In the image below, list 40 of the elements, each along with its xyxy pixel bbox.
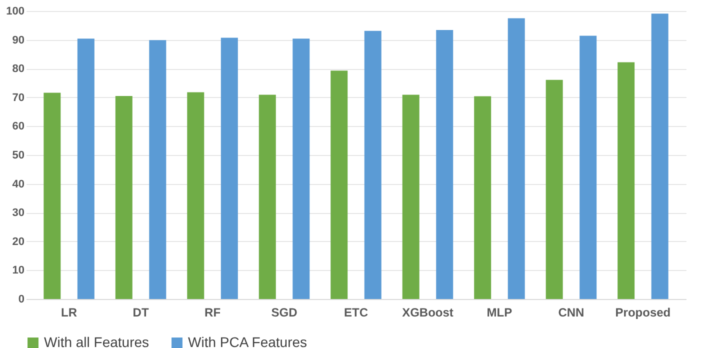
x-tick-label: CNN (558, 306, 584, 320)
bar (546, 80, 563, 299)
bar (115, 96, 132, 299)
x-tick-label: Proposed (615, 306, 671, 320)
y-tick-label: 0 (18, 294, 24, 306)
bar (44, 92, 61, 299)
legend-label: With PCA Features (188, 334, 308, 348)
bar (77, 38, 94, 299)
y-tick-label: 80 (12, 63, 24, 76)
y-tick-label: 50 (12, 150, 24, 162)
x-tick-label: ETC (344, 306, 368, 320)
x-tick-label: RF (204, 306, 221, 320)
bar (651, 14, 668, 299)
bar (220, 38, 238, 299)
bar (474, 96, 492, 299)
y-tick-label: 10 (12, 264, 24, 277)
x-tick-label: LR (61, 306, 78, 320)
y-tick-label: 100 (6, 6, 24, 18)
y-tick-label: 20 (12, 236, 24, 248)
bar (258, 94, 276, 299)
bar (187, 92, 204, 299)
y-tick-label: 30 (12, 207, 24, 220)
bar (364, 30, 382, 299)
bar (580, 36, 597, 299)
legend-label: With all Features (44, 334, 150, 348)
bar (330, 70, 348, 299)
x-tick-label: DT (132, 306, 150, 320)
bar (402, 94, 420, 299)
bar (436, 30, 454, 299)
bar (618, 62, 635, 299)
y-tick-label: 70 (12, 92, 24, 104)
y-tick-label: 60 (12, 120, 24, 133)
x-tick-label: XGBoost (402, 306, 454, 320)
bar (508, 18, 525, 299)
bar (292, 38, 310, 299)
y-tick-label: 90 (12, 34, 24, 46)
x-tick-label: SGD (271, 306, 298, 320)
bar (149, 40, 166, 299)
x-tick-label: MLP (486, 306, 512, 320)
y-tick-label: 40 (12, 178, 24, 190)
